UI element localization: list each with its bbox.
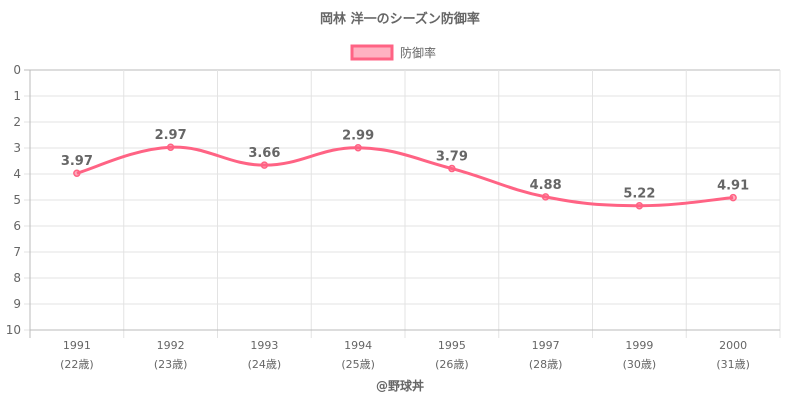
data-label: 3.97 bbox=[61, 154, 93, 169]
data-point bbox=[73, 169, 81, 177]
y-tick-label: 2 bbox=[13, 115, 21, 129]
data-label: 4.91 bbox=[717, 179, 749, 194]
x-tick-label: 1997 bbox=[532, 339, 560, 352]
data-label: 3.79 bbox=[436, 150, 468, 165]
data-label: 2.97 bbox=[155, 128, 187, 143]
data-point bbox=[354, 143, 362, 152]
x-tick-label: 1991 bbox=[63, 339, 91, 352]
x-tick-label: 1995 bbox=[438, 339, 466, 352]
y-tick-label: 0 bbox=[13, 63, 21, 77]
data-label: 2.99 bbox=[342, 129, 374, 144]
data-point bbox=[260, 161, 269, 169]
legend-swatch bbox=[350, 44, 394, 61]
data-point bbox=[729, 193, 737, 202]
y-tick-label: 8 bbox=[13, 271, 21, 285]
y-tick-label: 5 bbox=[13, 193, 21, 207]
data-point bbox=[166, 143, 175, 151]
x-tick-label: 1994 bbox=[344, 339, 372, 352]
data-point bbox=[635, 201, 644, 210]
x-tick-sublabel: (23歳) bbox=[154, 358, 188, 371]
series-line bbox=[76, 145, 734, 208]
x-tick-label: 1993 bbox=[250, 339, 278, 352]
x-tick-sublabel: (25歳) bbox=[341, 358, 375, 371]
x-tick-sublabel: (26歳) bbox=[435, 358, 469, 371]
legend[interactable]: 防御率 bbox=[350, 44, 436, 61]
chart-title: 岡林 洋一のシーズン防御率 bbox=[320, 11, 480, 27]
data-label: 3.66 bbox=[248, 146, 280, 161]
data-label: 4.88 bbox=[530, 178, 562, 193]
x-tick-label: 1992 bbox=[157, 339, 185, 352]
credit: @野球丼 bbox=[376, 378, 424, 393]
x-tick-label: 2000 bbox=[719, 339, 747, 352]
y-tick-label: 10 bbox=[6, 323, 21, 337]
legend-label: 防御率 bbox=[400, 45, 436, 60]
data-point bbox=[448, 164, 456, 173]
data-label: 5.22 bbox=[623, 187, 655, 202]
y-tick-label: 3 bbox=[13, 141, 21, 155]
x-tick-sublabel: (30歳) bbox=[623, 358, 657, 371]
x-tick-sublabel: (22歳) bbox=[60, 358, 94, 371]
data-point bbox=[541, 193, 550, 201]
y-tick-label: 7 bbox=[13, 245, 21, 259]
y-tick-label: 4 bbox=[13, 167, 21, 181]
x-tick-label: 1999 bbox=[625, 339, 653, 352]
x-tick-sublabel: (31歳) bbox=[716, 358, 750, 371]
x-tick-sublabel: (28歳) bbox=[529, 358, 563, 371]
x-tick-sublabel: (24歳) bbox=[248, 358, 282, 371]
y-tick-label: 9 bbox=[13, 297, 21, 311]
y-tick-label: 1 bbox=[13, 89, 21, 103]
y-tick-label: 6 bbox=[13, 219, 21, 233]
